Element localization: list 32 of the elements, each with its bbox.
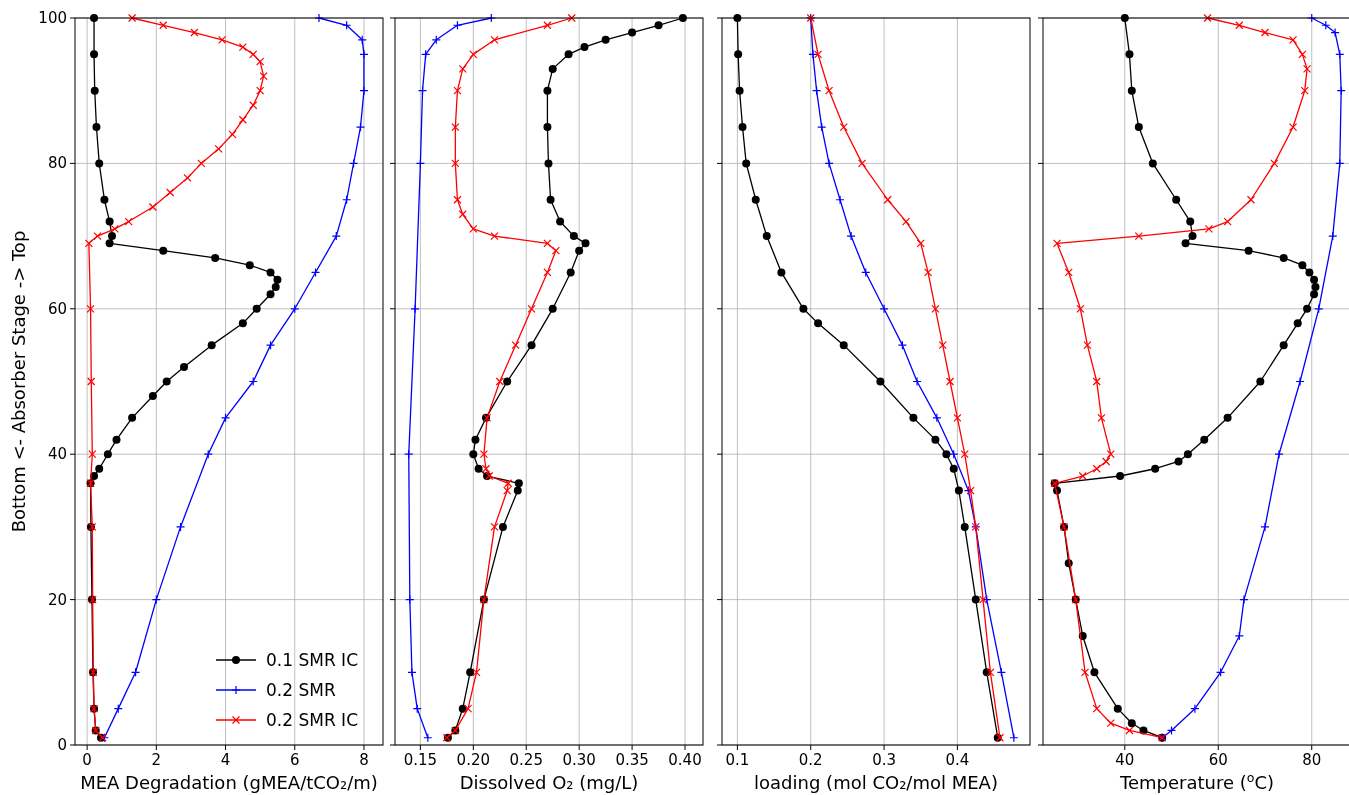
x-tick-label: 0.40	[668, 751, 702, 769]
y-tick-label: 0	[57, 736, 67, 754]
x-axis-title: loading (mol CO₂/mol MEA)	[754, 772, 998, 793]
y-tick-label: 80	[47, 154, 67, 173]
x-tick-label: 0.2	[798, 751, 823, 769]
x-tick-label: 0.20	[456, 751, 491, 769]
x-tick-label: 60	[1208, 751, 1228, 769]
y-axis-title: Bottom <- Absorber Stage -> Top	[8, 230, 29, 533]
x-axis-title: MEA Degradation (gMEA/tCO₂/m)	[80, 772, 378, 793]
x-tick-label: 2	[151, 751, 162, 769]
x-tick-label: 80	[1302, 751, 1322, 769]
y-tick-label: 60	[47, 299, 67, 318]
x-tick-label: 0	[82, 751, 92, 769]
x-tick-label: 0.35	[615, 751, 649, 769]
x-tick-label: 6	[289, 751, 300, 769]
x-axis-title: Temperature ($^{o}$C)	[1118, 769, 1275, 793]
x-axis-title: Dissolved O₂ (mg/L)	[459, 772, 639, 793]
legend-label: 0.2 SMR	[266, 680, 336, 700]
x-tick-label: 4	[220, 751, 231, 769]
y-tick-label: 20	[47, 590, 67, 609]
legend-label: 0.1 SMR IC	[266, 650, 358, 670]
y-tick-label: 100	[38, 9, 67, 27]
x-tick-label: 8	[359, 751, 369, 769]
x-tick-label: 0.4	[945, 751, 970, 769]
x-tick-label: 0.1	[725, 751, 750, 769]
x-tick-label: 0.3	[872, 751, 896, 769]
legend-label: 0.2 SMR IC	[266, 710, 358, 730]
x-tick-label: 0.25	[509, 751, 543, 769]
x-tick-label: 40	[1115, 751, 1135, 769]
y-tick-label: 40	[47, 445, 67, 464]
x-tick-label: 0.15	[403, 751, 438, 769]
x-tick-label: 0.30	[562, 751, 596, 769]
